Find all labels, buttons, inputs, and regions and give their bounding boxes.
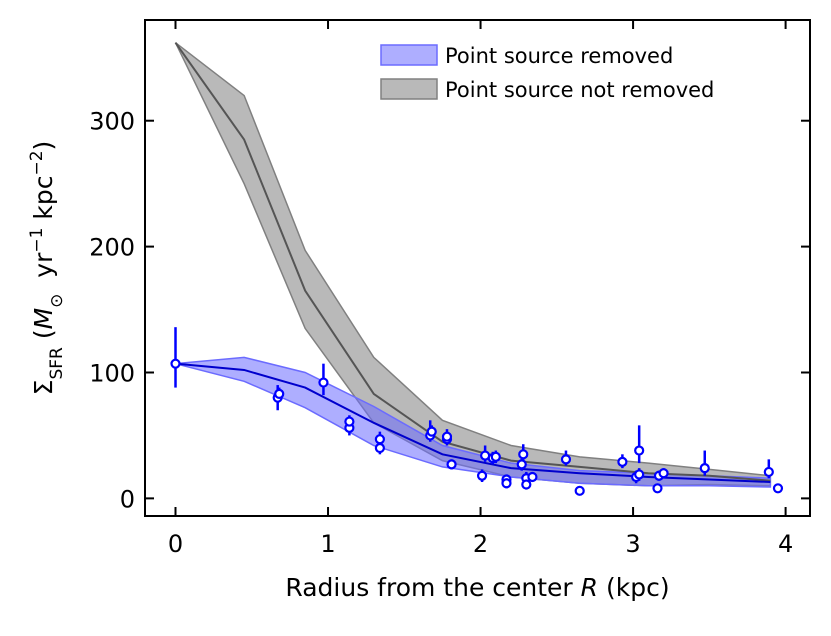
x-tick-label: 2 xyxy=(473,530,488,558)
label-part: −1 xyxy=(27,228,47,253)
y-tick-label: 300 xyxy=(89,108,135,136)
data-point xyxy=(574,485,585,496)
data-point xyxy=(699,463,710,474)
data-point xyxy=(521,479,532,490)
band-line xyxy=(174,42,771,482)
data-point xyxy=(501,478,512,489)
data-point xyxy=(318,377,329,388)
legend-label: Point source removed xyxy=(445,44,673,68)
y-tick-label: 0 xyxy=(120,485,135,513)
legend-label: Point source not removed xyxy=(445,78,714,102)
label-part: ⊙ xyxy=(47,294,67,308)
data-point xyxy=(560,454,572,465)
label-part: Σ xyxy=(29,380,58,396)
label-part: M xyxy=(29,308,58,330)
label-part: R xyxy=(581,573,598,602)
band-area xyxy=(174,42,772,487)
data-point xyxy=(446,459,457,470)
legend-swatch xyxy=(380,44,438,66)
data-point xyxy=(763,466,774,478)
data-point xyxy=(634,445,645,456)
x-axis-label: Radius from the center R (kpc) xyxy=(285,573,669,602)
label-part: kpc xyxy=(29,176,58,228)
data-point xyxy=(634,469,645,480)
x-tick-label: 3 xyxy=(625,530,640,558)
label-part: (kpc) xyxy=(598,573,670,602)
x-tick-label: 0 xyxy=(168,530,183,558)
label-part: SFR xyxy=(47,347,67,380)
data-point xyxy=(617,456,628,467)
y-tick-label: 200 xyxy=(89,234,135,262)
data-point xyxy=(374,442,385,454)
y-axis-label: ΣSFR (M⊙ yr−1 kpc−2) xyxy=(27,141,67,396)
y-tick-label: 100 xyxy=(89,359,135,387)
data-point xyxy=(652,483,663,494)
data-point xyxy=(490,451,501,462)
band-line xyxy=(175,362,771,484)
x-tick-label: 4 xyxy=(778,530,793,558)
data-point xyxy=(658,468,669,479)
data-point xyxy=(476,470,488,481)
data-point xyxy=(274,388,285,399)
data-point xyxy=(344,416,355,427)
legend-swatch xyxy=(380,78,438,100)
label-part: ( xyxy=(29,329,58,347)
x-tick-label: 1 xyxy=(320,530,335,558)
data-point xyxy=(374,434,385,445)
data-point xyxy=(170,358,181,369)
data-point xyxy=(516,459,527,470)
data-point xyxy=(518,449,529,460)
label-part: Radius from the center xyxy=(285,573,580,602)
data-point xyxy=(772,483,784,494)
label-part: ) xyxy=(29,141,58,151)
data-point xyxy=(527,471,538,483)
label-part: yr xyxy=(29,252,58,294)
plot-frame xyxy=(144,19,811,517)
data-point xyxy=(426,426,437,437)
data-point xyxy=(441,431,453,442)
label-part: −2 xyxy=(27,150,47,175)
